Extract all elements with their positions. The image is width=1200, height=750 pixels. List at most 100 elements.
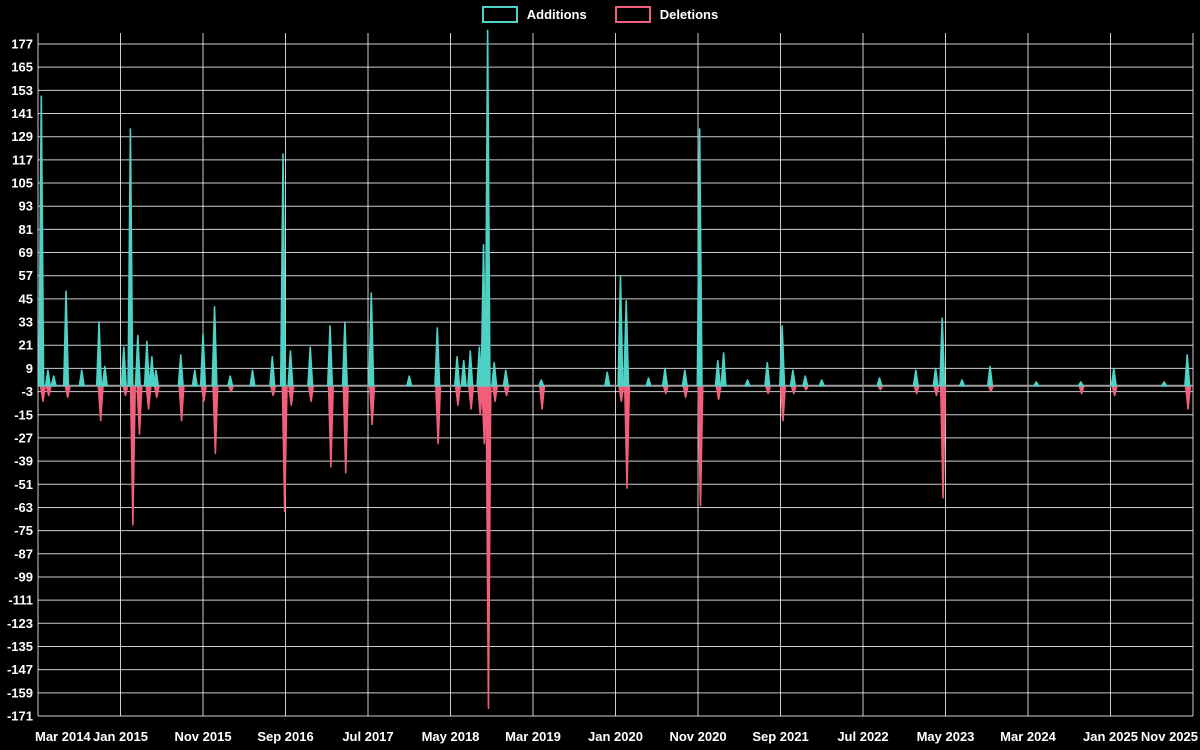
additions-spike <box>453 356 461 387</box>
additions-spike <box>211 305 218 387</box>
additions-spike <box>696 128 703 387</box>
additions-spike <box>406 375 413 387</box>
additions-spike <box>120 346 127 387</box>
additions-spike <box>764 361 771 387</box>
additions-spike <box>932 367 939 387</box>
deletions-spike <box>485 384 492 710</box>
x-tick-label: Jul 2017 <box>342 729 393 744</box>
deletions-spike <box>342 384 349 474</box>
additions-spike <box>744 379 751 387</box>
additions-spike <box>101 365 108 387</box>
additions-spike <box>645 377 652 387</box>
additions-spike <box>326 325 334 387</box>
additions-spike <box>368 292 375 387</box>
deletions-spike <box>327 384 334 468</box>
additions-spike <box>491 361 498 387</box>
y-tick-label: 45 <box>19 291 33 306</box>
y-tick-label: 93 <box>19 199 33 214</box>
additions-spike <box>38 95 45 387</box>
deletions-spike <box>779 384 787 422</box>
deletions-spike <box>153 384 160 399</box>
deletions-spike <box>623 384 631 489</box>
chart-legend: Additions Deletions <box>0 6 1200 23</box>
y-tick-label: 69 <box>19 245 33 260</box>
legend-item-additions[interactable]: Additions <box>481 6 587 23</box>
additions-spike <box>227 375 234 387</box>
additions-spike <box>177 354 184 387</box>
y-tick-label: -171 <box>7 709 33 724</box>
deletions-spike <box>468 384 475 410</box>
x-tick-label: Sep 2016 <box>257 729 313 744</box>
additions-spike <box>307 346 314 387</box>
y-axis-labels: 177 165 153 141 129 117 105 93 81 69 57 45 33 21 9 -3 -1… <box>7 37 33 724</box>
deletions-spike <box>369 384 376 426</box>
additions-spike <box>986 365 994 387</box>
deletions-spike <box>178 384 185 422</box>
deletions-spike <box>227 384 235 393</box>
x-tick-label: Jan 2025 <box>1083 729 1138 744</box>
x-tick-label: Jan 2020 <box>588 729 643 744</box>
y-tick-label: -87 <box>14 546 33 561</box>
additions-spike <box>538 379 545 387</box>
deletions-spike <box>454 384 462 406</box>
deletions-swatch-icon <box>614 6 651 23</box>
additions-spike <box>958 379 966 387</box>
x-tick-label: Mar 2024 <box>1000 729 1056 744</box>
y-tick-label: 129 <box>11 129 33 144</box>
x-tick-label: Jan 2015 <box>93 729 148 744</box>
y-tick-label: 177 <box>11 37 33 52</box>
deletions-spike <box>1111 384 1118 397</box>
additions-spike <box>152 369 160 387</box>
deletions-spike <box>270 384 277 397</box>
deletions-spike <box>129 384 136 526</box>
additions-spike <box>939 317 946 387</box>
deletions-spike <box>281 384 288 513</box>
legend-label-additions: Additions <box>526 7 587 22</box>
additions-spike <box>460 359 467 387</box>
additions-spike <box>661 367 669 387</box>
y-tick-label: 57 <box>19 268 33 283</box>
deletions-spike <box>790 384 797 395</box>
additions-spike <box>44 369 52 387</box>
additions-spike <box>617 274 624 387</box>
y-tick-label: -147 <box>7 662 33 677</box>
y-tick-label: -99 <box>14 569 33 584</box>
y-tick-label: 141 <box>11 106 33 121</box>
y-tick-label: -39 <box>14 454 33 469</box>
additions-spike <box>818 379 825 387</box>
additions-spike <box>467 350 474 387</box>
legend-item-deletions[interactable]: Deletions <box>614 6 719 23</box>
y-tick-label: -123 <box>7 616 33 631</box>
additions-spike <box>191 369 198 387</box>
deletions-spike <box>662 384 669 395</box>
additions-spike <box>789 369 796 387</box>
deletions-spike <box>1184 384 1192 410</box>
deletions-spike <box>212 384 219 455</box>
additions-spike <box>148 356 155 387</box>
additions-spike <box>127 128 134 387</box>
additions-spike <box>502 369 509 387</box>
legend-label-deletions: Deletions <box>659 7 719 22</box>
deletions-spike <box>491 384 499 403</box>
additions-spike <box>714 359 721 387</box>
additions-spike <box>779 325 786 387</box>
y-tick-label: 21 <box>19 338 33 353</box>
additions-spike <box>802 375 809 387</box>
additions-swatch-icon <box>481 6 518 23</box>
additions-spike <box>623 300 630 387</box>
x-tick-label: May 2023 <box>917 729 975 744</box>
deletions-spike <box>64 384 71 399</box>
x-tick-label: Nov 2025 <box>1141 729 1198 744</box>
y-tick-label: 33 <box>19 315 33 330</box>
y-tick-label: -51 <box>14 477 33 492</box>
y-tick-label: 165 <box>11 60 33 75</box>
deletions-spike <box>45 384 52 397</box>
y-tick-label: 153 <box>11 83 33 98</box>
additions-spike <box>50 375 57 387</box>
additions-spike <box>1161 381 1168 387</box>
additions-spike <box>143 340 151 387</box>
additions-spike <box>480 244 487 387</box>
deletions-spike <box>1078 384 1085 395</box>
